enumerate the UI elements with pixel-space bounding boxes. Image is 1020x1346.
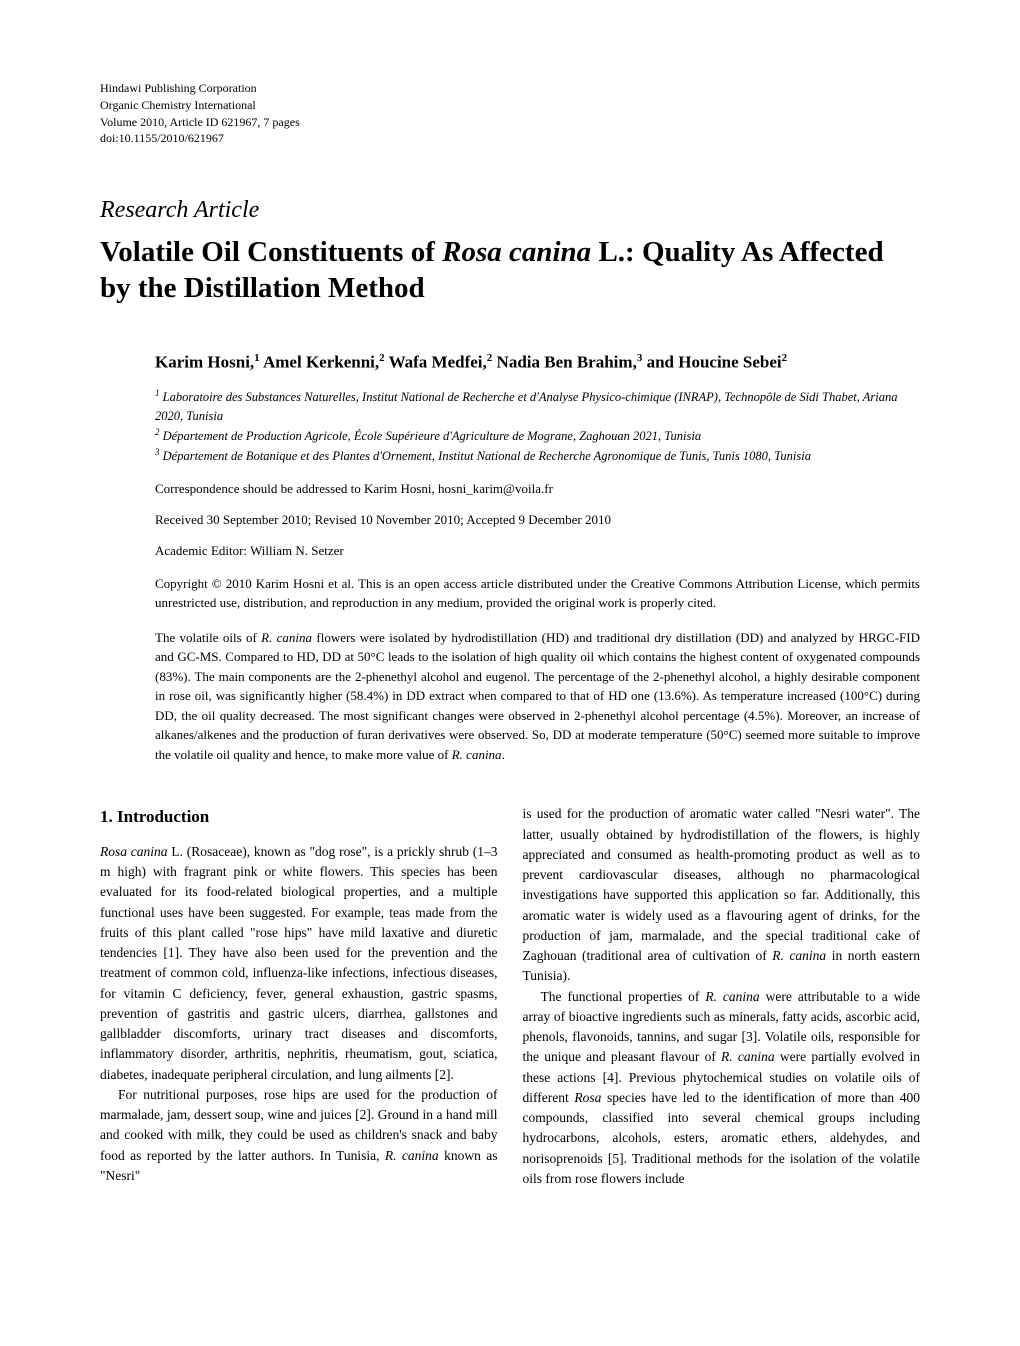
affiliation: 1 Laboratoire des Substances Naturelles,…	[155, 387, 920, 426]
publisher-line: Volume 2010, Article ID 621967, 7 pages	[100, 114, 920, 131]
affiliation-text: Laboratoire des Substances Naturelles, I…	[155, 391, 897, 424]
affiliation: 3 Département de Botanique et des Plante…	[155, 446, 920, 466]
publisher-line: doi:10.1155/2010/621967	[100, 130, 920, 147]
author-name: Karim Hosni,	[155, 352, 254, 371]
submission-dates: Received 30 September 2010; Revised 10 N…	[155, 512, 920, 528]
author-affiliation-ref: 2	[782, 352, 788, 364]
article-type: Research Article	[100, 197, 920, 224]
abstract: The volatile oils of R. canina flowers w…	[155, 628, 920, 765]
publisher-info: Hindawi Publishing Corporation Organic C…	[100, 80, 920, 147]
correspondence: Correspondence should be addressed to Ka…	[155, 481, 920, 497]
two-column-body: 1. Introduction Rosa canina L. (Rosaceae…	[100, 804, 920, 1189]
left-column: 1. Introduction Rosa canina L. (Rosaceae…	[100, 804, 498, 1189]
section-heading: 1. Introduction	[100, 804, 498, 830]
author-name: Amel Kerkenni,	[260, 352, 379, 371]
publisher-line: Organic Chemistry International	[100, 97, 920, 114]
body-paragraph: For nutritional purposes, rose hips are …	[100, 1085, 498, 1186]
affiliation: 2 Département de Production Agricole, Éc…	[155, 426, 920, 446]
right-column: is used for the production of aromatic w…	[523, 804, 921, 1189]
body-paragraph: is used for the production of aromatic w…	[523, 804, 921, 986]
body-paragraph: The functional properties of R. canina w…	[523, 987, 921, 1190]
authors-list: Karim Hosni,1 Amel Kerkenni,2 Wafa Medfe…	[155, 352, 920, 373]
affiliations: 1 Laboratoire des Substances Naturelles,…	[155, 387, 920, 465]
title-species: Rosa canina	[442, 236, 591, 268]
copyright-notice: Copyright © 2010 Karim Hosni et al. This…	[155, 574, 920, 613]
author-name: Wafa Medfei,	[385, 352, 487, 371]
academic-editor: Academic Editor: William N. Setzer	[155, 543, 920, 559]
body-paragraph: Rosa canina L. (Rosaceae), known as "dog…	[100, 842, 498, 1085]
author-name: Nadia Ben Brahim,	[492, 352, 637, 371]
article-title: Volatile Oil Constituents of Rosa canina…	[100, 234, 920, 307]
title-pre: Volatile Oil Constituents of	[100, 236, 442, 268]
affiliation-text: Département de Production Agricole, Écol…	[160, 429, 702, 443]
affiliation-text: Département de Botanique et des Plantes …	[160, 449, 811, 463]
publisher-line: Hindawi Publishing Corporation	[100, 80, 920, 97]
author-name: and Houcine Sebei	[642, 352, 781, 371]
